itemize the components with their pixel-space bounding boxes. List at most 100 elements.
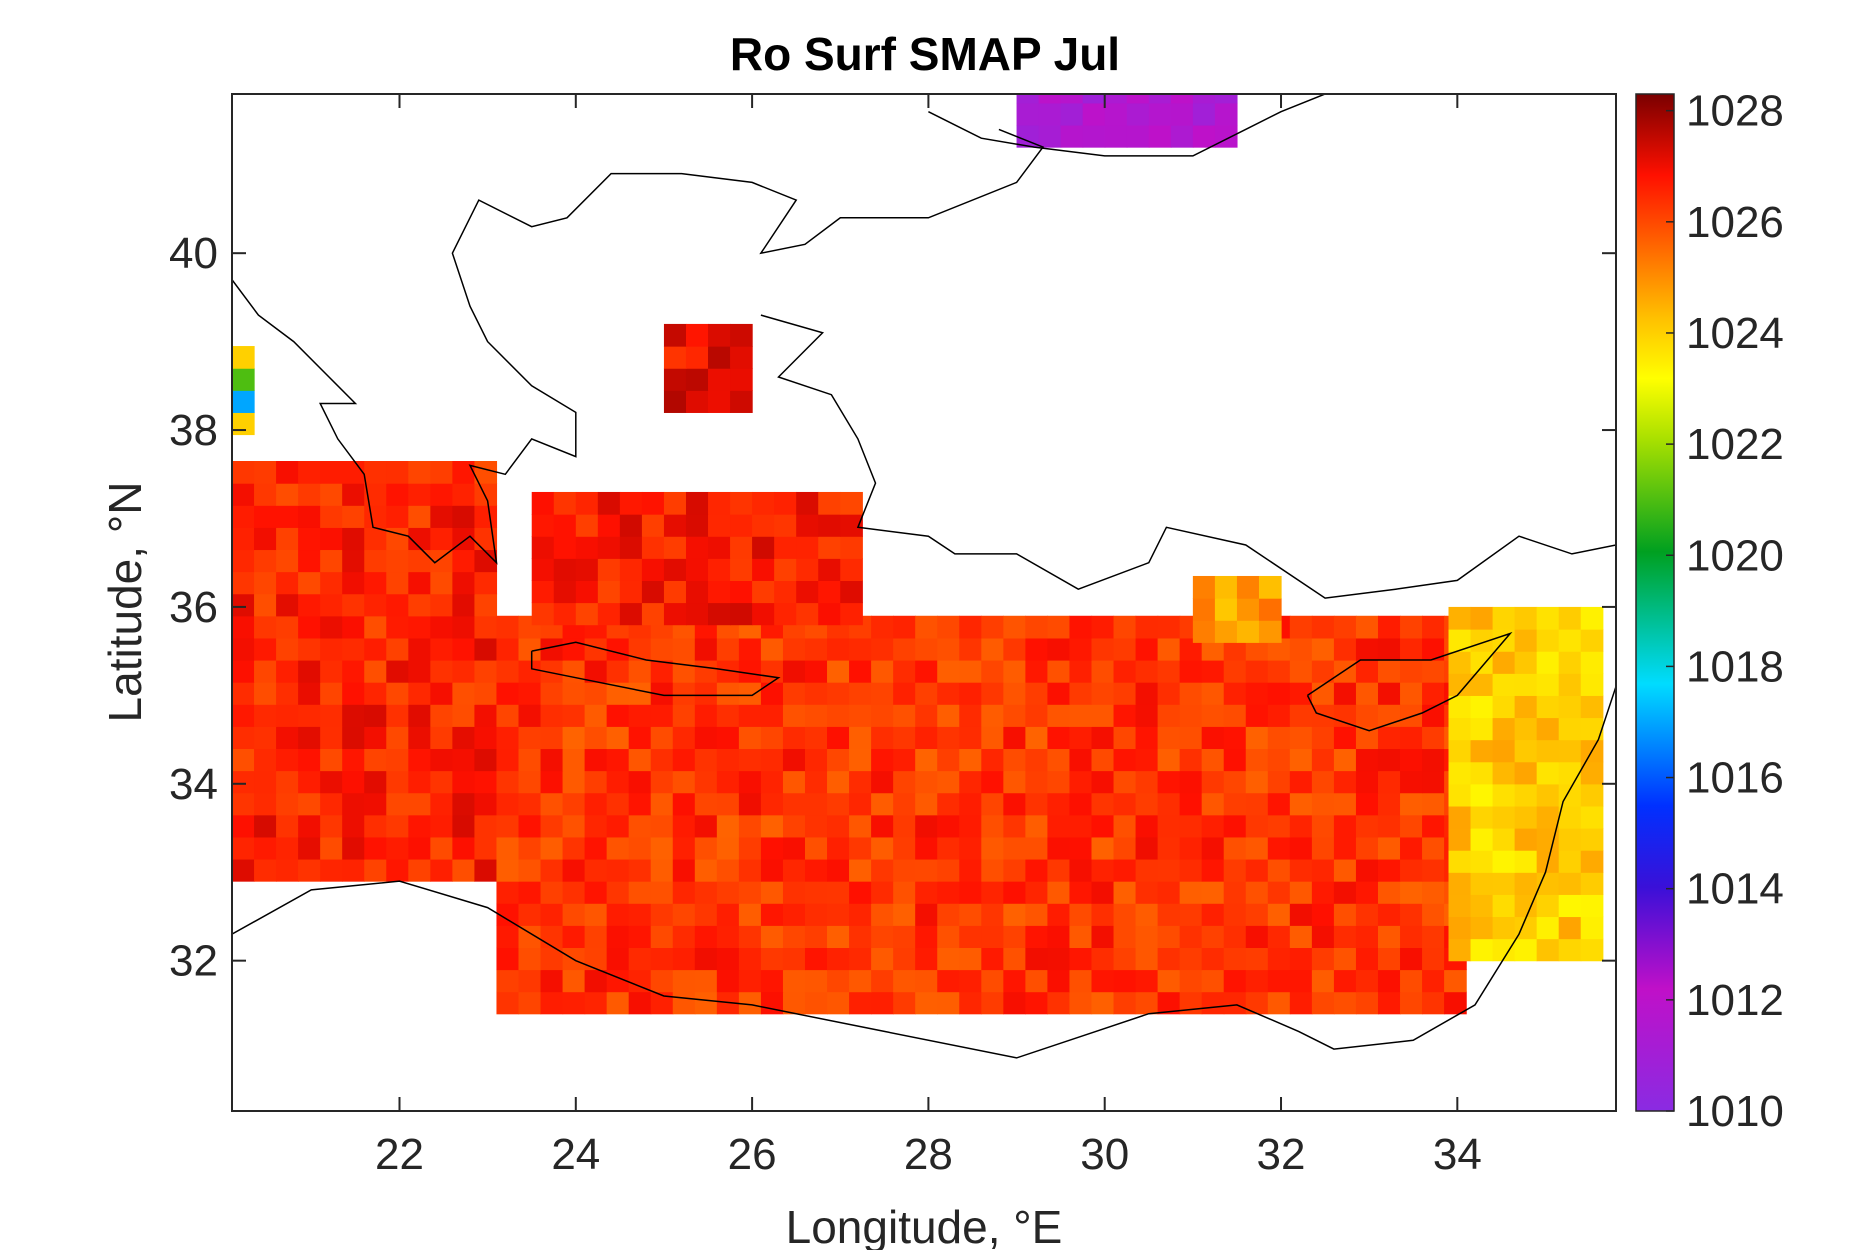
heatmap-cell xyxy=(1025,726,1049,750)
heatmap-cell xyxy=(1148,102,1172,126)
heatmap-cell xyxy=(1355,726,1379,750)
heatmap-cell xyxy=(606,748,630,772)
heatmap-cell xyxy=(1236,575,1260,599)
heatmap-cell xyxy=(1558,761,1582,785)
heatmap-cell xyxy=(959,925,982,948)
heatmap-cell xyxy=(1192,575,1216,599)
heatmap-cell xyxy=(1355,659,1379,683)
heatmap-cell xyxy=(1223,682,1247,705)
heatmap-cell xyxy=(1470,916,1494,940)
heatmap-cell xyxy=(364,726,387,750)
heatmap-cell xyxy=(1245,903,1269,926)
heatmap-cell xyxy=(1333,726,1357,750)
heatmap-cell xyxy=(254,659,277,683)
heatmap-cell xyxy=(1492,673,1516,696)
heatmap-cell xyxy=(1536,629,1560,652)
heatmap-cell xyxy=(1311,925,1335,948)
heatmap-cell xyxy=(1113,991,1137,1015)
heatmap-cell xyxy=(320,814,343,838)
heatmap-cell xyxy=(840,514,863,537)
heatmap-cell xyxy=(254,814,277,838)
heatmap-cell xyxy=(1157,770,1181,794)
heatmap-cell xyxy=(1025,704,1049,727)
heatmap-cell xyxy=(1333,748,1357,772)
heatmap-cell xyxy=(849,881,872,904)
heatmap-cell xyxy=(981,770,1004,794)
heatmap-cell xyxy=(1289,748,1313,772)
heatmap-cell xyxy=(981,991,1004,1015)
heatmap-cell xyxy=(628,881,652,904)
heatmap-cell xyxy=(871,947,894,971)
heatmap-cell xyxy=(562,770,586,794)
heatmap-cell xyxy=(320,527,343,551)
heatmap-cell xyxy=(685,390,709,413)
heatmap-cell xyxy=(1448,916,1472,940)
heatmap-cell xyxy=(540,881,564,904)
heatmap-cell xyxy=(254,792,277,816)
heatmap-cell xyxy=(1514,916,1538,940)
heatmap-cell xyxy=(685,536,709,559)
heatmap-cell xyxy=(518,637,542,661)
heatmap-cell xyxy=(782,969,806,993)
coastline-path xyxy=(1306,631,1513,732)
heatmap-cell xyxy=(672,947,696,971)
heatmap-cell xyxy=(1448,894,1472,918)
heatmap-cell xyxy=(1069,903,1093,926)
heatmap-cell xyxy=(641,602,665,626)
heatmap-cell xyxy=(685,558,709,581)
heatmap-cell xyxy=(1003,925,1026,948)
heatmap-cell xyxy=(796,536,819,559)
heatmap-cell xyxy=(1003,947,1026,971)
heatmap-cell xyxy=(553,536,577,559)
heatmap-cell xyxy=(408,637,431,661)
heatmap-cell xyxy=(364,858,387,882)
heatmap-cell xyxy=(232,527,255,551)
heatmap-cell xyxy=(871,615,894,639)
heatmap-cell xyxy=(827,770,850,794)
heatmap-cell xyxy=(364,836,387,860)
heatmap-cell xyxy=(1113,969,1137,993)
heatmap-cell xyxy=(518,726,542,750)
heatmap-cell xyxy=(276,748,299,772)
heatmap-cell xyxy=(1558,717,1582,741)
heatmap-cell xyxy=(1558,651,1582,674)
heatmap-cell xyxy=(871,726,894,750)
heatmap-cell xyxy=(1157,637,1181,661)
heatmap-cell xyxy=(893,770,916,794)
heatmap-cell xyxy=(1400,637,1423,661)
heatmap-cell xyxy=(893,615,916,639)
heatmap-cell xyxy=(1377,748,1401,772)
heatmap-cell xyxy=(276,637,299,661)
heatmap-cell xyxy=(959,991,982,1015)
colorbar-tick-label: 1012 xyxy=(1686,976,1784,1025)
heatmap-cell xyxy=(430,461,453,484)
heatmap-cell xyxy=(1470,828,1494,851)
heatmap-cell xyxy=(1267,925,1291,948)
heatmap-cell xyxy=(1038,102,1062,126)
heatmap-cell xyxy=(320,726,343,750)
heatmap-cell xyxy=(893,704,916,727)
heatmap-cell xyxy=(672,991,696,1015)
heatmap-cell xyxy=(1311,836,1335,860)
heatmap-cell xyxy=(981,682,1004,705)
heatmap-cell xyxy=(232,726,255,750)
heatmap-cell xyxy=(937,947,960,971)
heatmap-cell xyxy=(342,682,365,705)
heatmap-cell xyxy=(606,637,630,661)
heatmap-cell xyxy=(628,792,652,816)
heatmap-cell xyxy=(738,770,762,794)
heatmap-cell xyxy=(474,483,498,506)
heatmap-cell xyxy=(1536,828,1560,851)
heatmap-cell xyxy=(562,814,586,838)
heatmap-cell xyxy=(730,346,753,369)
heatmap-cell xyxy=(1135,792,1159,816)
heatmap-cell xyxy=(1448,606,1472,630)
heatmap-cell xyxy=(959,637,982,661)
heatmap-cell xyxy=(849,659,872,683)
heatmap-cell xyxy=(804,903,828,926)
heatmap-cell xyxy=(298,637,321,661)
heatmap-cell xyxy=(408,527,431,551)
heatmap-cell xyxy=(452,682,476,705)
heatmap-cell xyxy=(408,858,431,882)
heatmap-cell xyxy=(782,903,806,926)
